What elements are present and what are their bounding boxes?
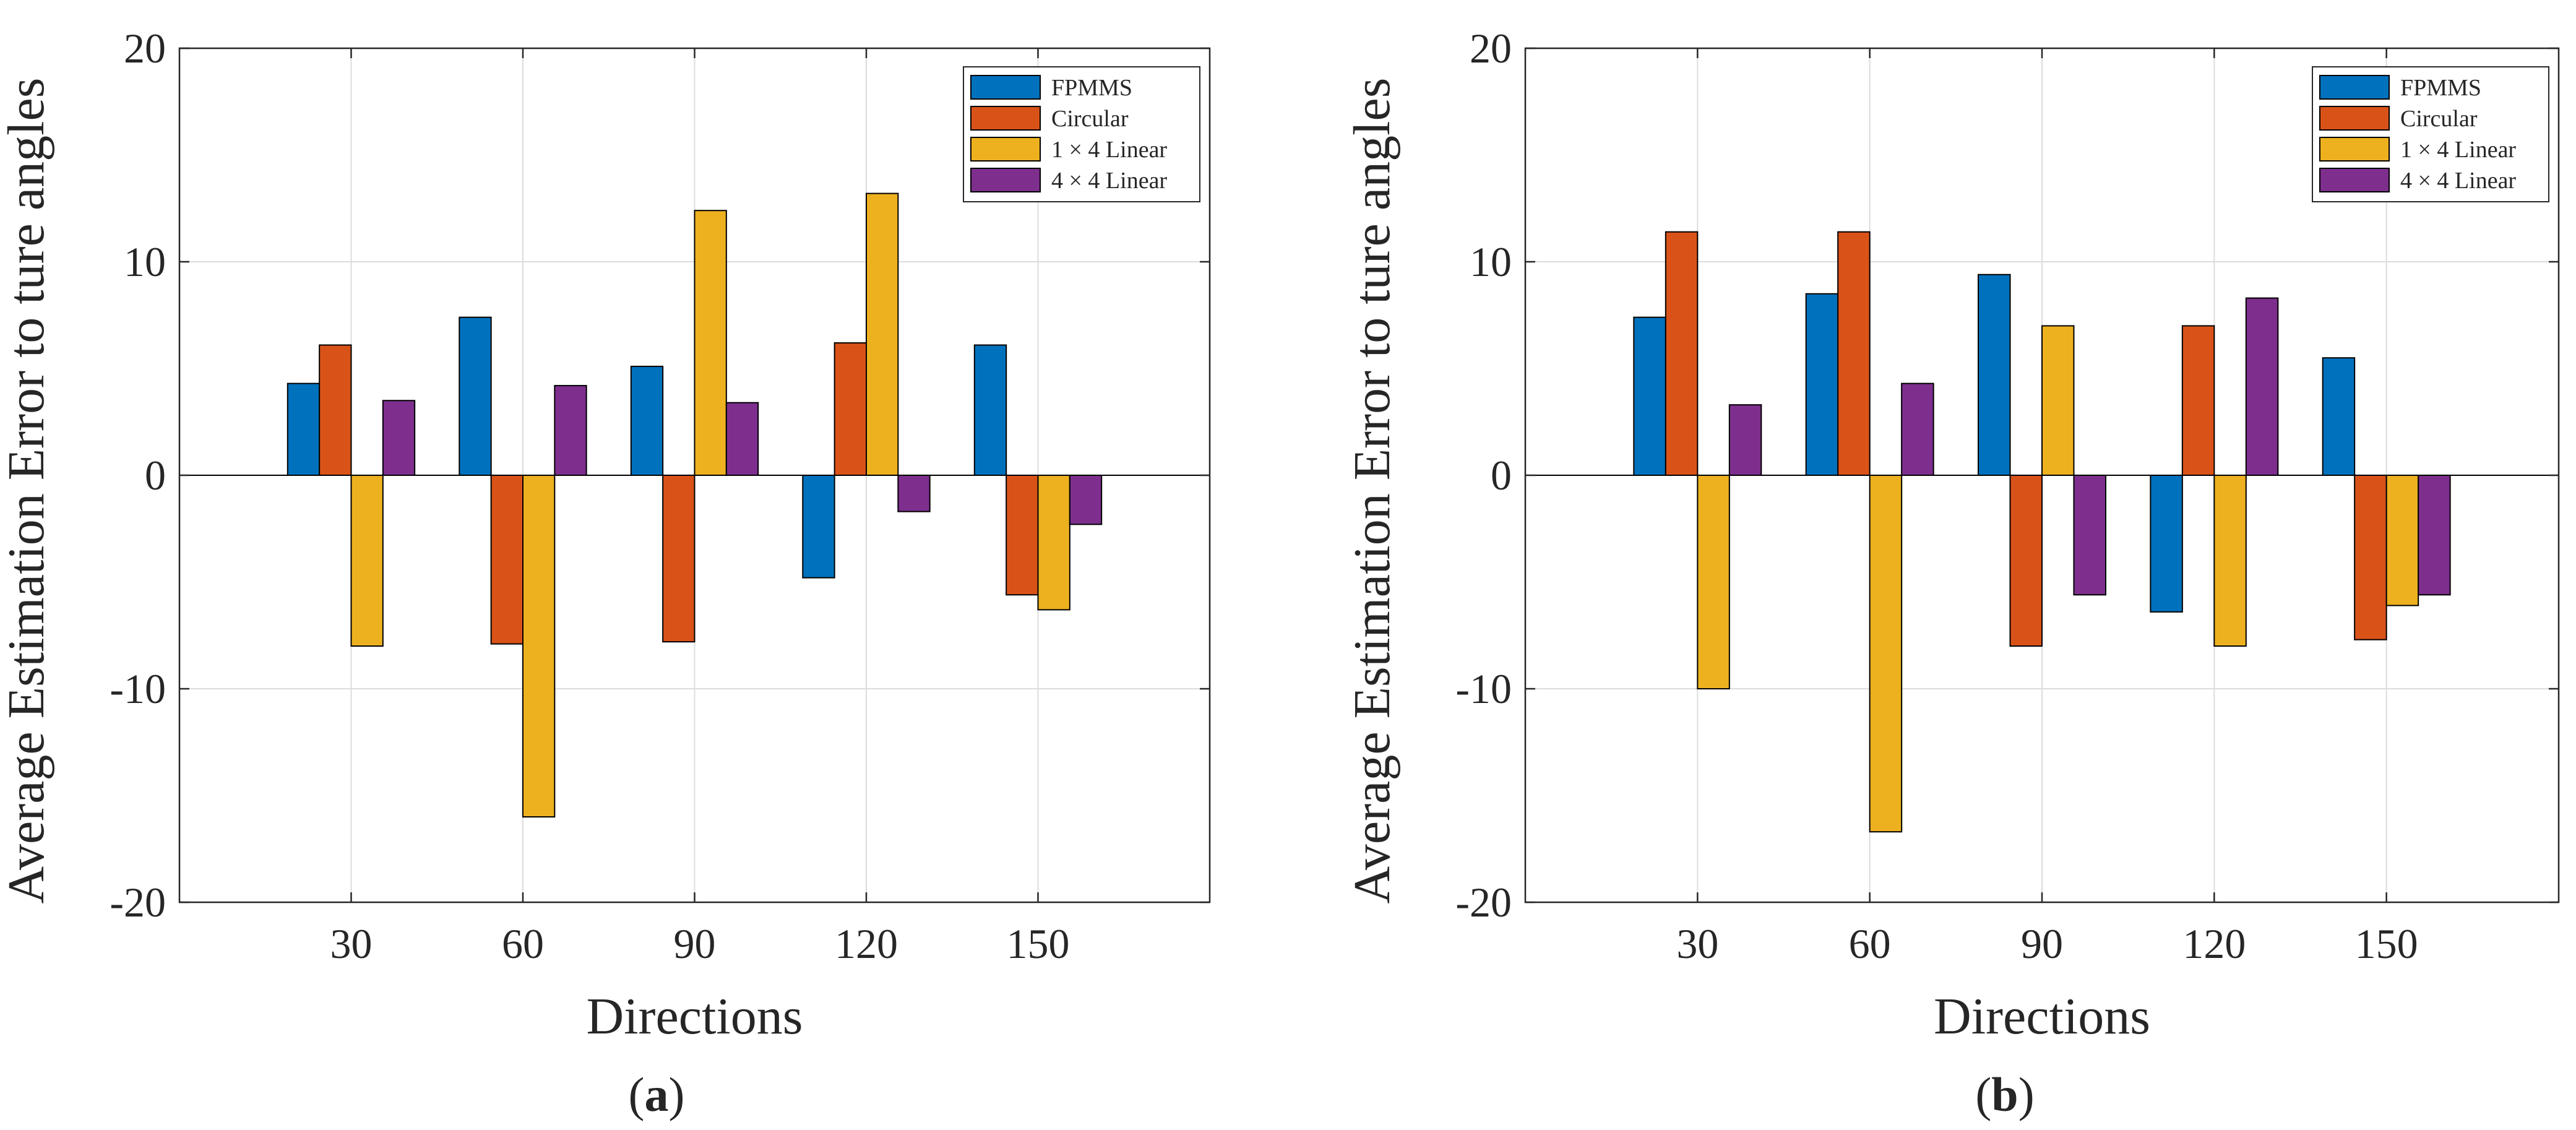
legend-label-3: 4 × 4 Linear <box>2400 168 2516 194</box>
bar-4-4-linear-90 <box>2073 475 2106 596</box>
bar-circular-30 <box>319 344 352 476</box>
legend-swatch-1 <box>970 106 1041 131</box>
y-axis-label: Average Estimation Error to ture angles <box>1343 78 1401 904</box>
legend-label-3: 4 × 4 Linear <box>1051 168 1167 194</box>
bar-fpmms-30 <box>286 382 321 477</box>
bar-fpmms-30 <box>1633 316 1666 477</box>
panel-label: (a) <box>629 1067 685 1121</box>
legend-swatch-2 <box>2319 137 2390 162</box>
bar-1-4-linear-60 <box>522 475 556 817</box>
y-tick-label: -10 <box>1455 665 1512 712</box>
legend: FPMMS Circular 1 × 4 Linear 4 × 4 Linear <box>2312 66 2549 202</box>
bar-circular-150 <box>2354 475 2387 640</box>
bar-circular-120 <box>834 342 867 476</box>
x-tick-label: 30 <box>1676 920 1718 967</box>
legend-swatch-1 <box>2319 106 2390 131</box>
bar-fpmms-150 <box>2322 357 2356 476</box>
x-tick-label: 30 <box>330 920 373 967</box>
bar-4-4-linear-120 <box>897 475 931 512</box>
bar-fpmms-90 <box>1978 274 2011 476</box>
x-tick-label: 90 <box>674 920 716 967</box>
x-axis-label: Directions <box>1934 988 2150 1045</box>
bar-fpmms-60 <box>459 316 492 477</box>
y-tick-label: 20 <box>1470 25 1512 72</box>
y-tick-label: 0 <box>1491 452 1512 499</box>
bar-1-4-linear-60 <box>1869 475 1903 833</box>
bar-fpmms-60 <box>1805 293 1839 476</box>
bar-circular-30 <box>1665 231 1699 476</box>
y-axis-label: Average Estimation Error to ture angles <box>0 78 55 904</box>
bar-4-4-linear-30 <box>1728 404 1762 477</box>
x-tick-label: 90 <box>2021 920 2063 967</box>
bar-4-4-linear-60 <box>554 385 587 476</box>
y-tick-label: -10 <box>110 665 166 712</box>
bar-1-4-linear-90 <box>694 210 727 476</box>
bar-4-4-linear-150 <box>1069 475 1103 525</box>
bar-circular-60 <box>490 475 523 645</box>
legend-label-2: 1 × 4 Linear <box>2400 137 2516 163</box>
bar-1-4-linear-90 <box>2041 325 2075 476</box>
panel-label-letter: a <box>645 1067 669 1121</box>
panel-label-open-paren: ( <box>629 1067 645 1121</box>
chart-panel-b: -20 -10 0 10 20 30 60 90 120 150 Directions Average… <box>1343 25 2560 1121</box>
panel-label-close-paren: ) <box>669 1067 685 1121</box>
legend-label-2: 1 × 4 Linear <box>1051 137 1167 163</box>
bar-4-4-linear-90 <box>725 402 759 477</box>
x-tick-label: 60 <box>1849 920 1891 967</box>
x-tick-label: 120 <box>835 920 898 967</box>
legend-label-1: Circular <box>2400 106 2478 132</box>
y-tick-label: 20 <box>124 25 166 72</box>
bar-4-4-linear-120 <box>2245 297 2279 476</box>
y-tick-label: 10 <box>1470 238 1512 285</box>
legend-swatch-3 <box>2319 168 2390 192</box>
bar-circular-90 <box>662 475 696 643</box>
chart-panel-a: -20 -10 0 10 20 30 60 90 120 150 Directions Average… <box>0 25 1211 1121</box>
bar-4-4-linear-60 <box>1901 382 1934 477</box>
legend-swatch-0 <box>2319 75 2390 100</box>
legend-label-0: FPMMS <box>1051 75 1132 101</box>
legend: FPMMS Circular 1 × 4 Linear 4 × 4 Linear <box>963 66 1200 202</box>
bar-1-4-linear-30 <box>350 475 384 647</box>
x-tick-label: 60 <box>502 920 544 967</box>
bar-fpmms-150 <box>973 344 1007 476</box>
legend-label-1: Circular <box>1051 106 1129 132</box>
bar-circular-150 <box>1006 475 1039 596</box>
bar-1-4-linear-120 <box>2213 475 2247 647</box>
y-tick-label: 0 <box>145 452 166 499</box>
y-tick-label: 10 <box>124 238 166 285</box>
x-tick-label: 120 <box>2182 920 2246 967</box>
bar-1-4-linear-30 <box>1697 475 1730 689</box>
bar-4-4-linear-30 <box>382 400 416 476</box>
bar-4-4-linear-150 <box>2418 475 2451 596</box>
panel-label-open-paren: ( <box>1975 1067 1991 1121</box>
bar-1-4-linear-120 <box>866 192 899 476</box>
legend-label-0: FPMMS <box>2400 75 2481 101</box>
bar-1-4-linear-150 <box>1037 475 1070 611</box>
panel-label: (b) <box>1975 1067 2034 1121</box>
y-tick-label: -20 <box>110 879 166 926</box>
bar-fpmms-120 <box>802 475 835 579</box>
x-tick-label: 150 <box>1007 920 1070 967</box>
legend-swatch-2 <box>970 137 1041 162</box>
legend-swatch-0 <box>970 75 1041 100</box>
y-tick-label: -20 <box>1455 879 1512 926</box>
bar-circular-120 <box>2181 325 2215 476</box>
panel-label-letter: b <box>1991 1067 2018 1121</box>
x-axis-label: Directions <box>587 988 803 1045</box>
bar-circular-90 <box>2009 475 2043 647</box>
bar-1-4-linear-150 <box>2385 475 2419 606</box>
panel-label-close-paren: ) <box>2018 1067 2035 1121</box>
bar-fpmms-120 <box>2150 475 2183 613</box>
x-tick-label: 150 <box>2355 920 2418 967</box>
legend-swatch-3 <box>970 168 1041 192</box>
bar-circular-60 <box>1837 231 1871 476</box>
bar-fpmms-90 <box>630 366 664 476</box>
